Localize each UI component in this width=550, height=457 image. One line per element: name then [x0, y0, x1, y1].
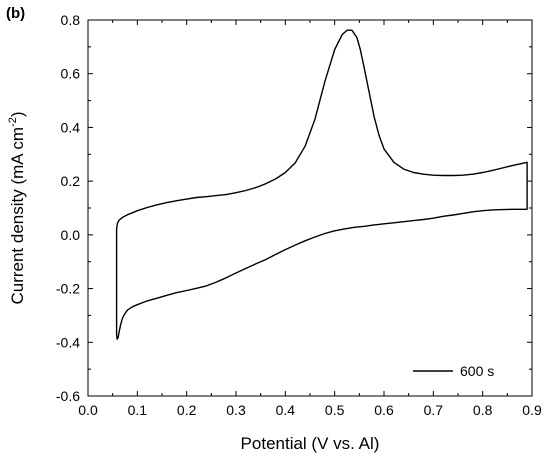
y-axis-title: Current density (mA cm-2)	[7, 111, 27, 304]
plot-frame	[87, 19, 533, 397]
x-tick-labels: 0.0 0.1 0.2 0.3 0.4 0.5 0.6 0.7 0.8 0.9	[78, 402, 542, 418]
y-axis-title-main: Current density (mA cm	[8, 127, 27, 305]
x-tick-label: 0.7	[424, 402, 444, 418]
legend-label: 600 s	[460, 363, 494, 379]
axis-ticks	[87, 19, 533, 397]
legend: 600 s	[413, 363, 494, 379]
x-tick-label: 0.8	[473, 402, 493, 418]
series-line-600s	[115, 29, 528, 340]
x-tick-label: 0.6	[374, 402, 394, 418]
panel-label: (b)	[6, 5, 25, 22]
y-tick-label: -0.6	[56, 388, 80, 404]
x-axis-title: Potential (V vs. Al)	[241, 434, 380, 453]
x-tick-label: 0.1	[128, 402, 148, 418]
y-tick-label: 0.6	[61, 66, 81, 82]
x-tick-label: 0.5	[325, 402, 345, 418]
x-tick-label: 0.4	[276, 402, 296, 418]
y-tick-label: 0.8	[61, 12, 81, 28]
y-axis-title-close: )	[8, 111, 27, 117]
y-tick-label: -0.2	[56, 281, 80, 297]
x-tick-label: 0.3	[226, 402, 246, 418]
y-tick-label: 0.4	[61, 119, 81, 135]
x-tick-label: 0.2	[177, 402, 197, 418]
y-tick-labels: -0.6 -0.4 -0.2 0.0 0.2 0.4 0.6 0.8	[56, 12, 80, 404]
x-tick-label: 0.0	[78, 402, 98, 418]
y-tick-label: 0.2	[61, 173, 81, 189]
y-tick-label: 0.0	[61, 227, 81, 243]
x-tick-label: 0.9	[522, 402, 542, 418]
y-tick-label: -0.4	[56, 334, 80, 350]
y-axis-title-superscript: -2	[7, 117, 19, 127]
